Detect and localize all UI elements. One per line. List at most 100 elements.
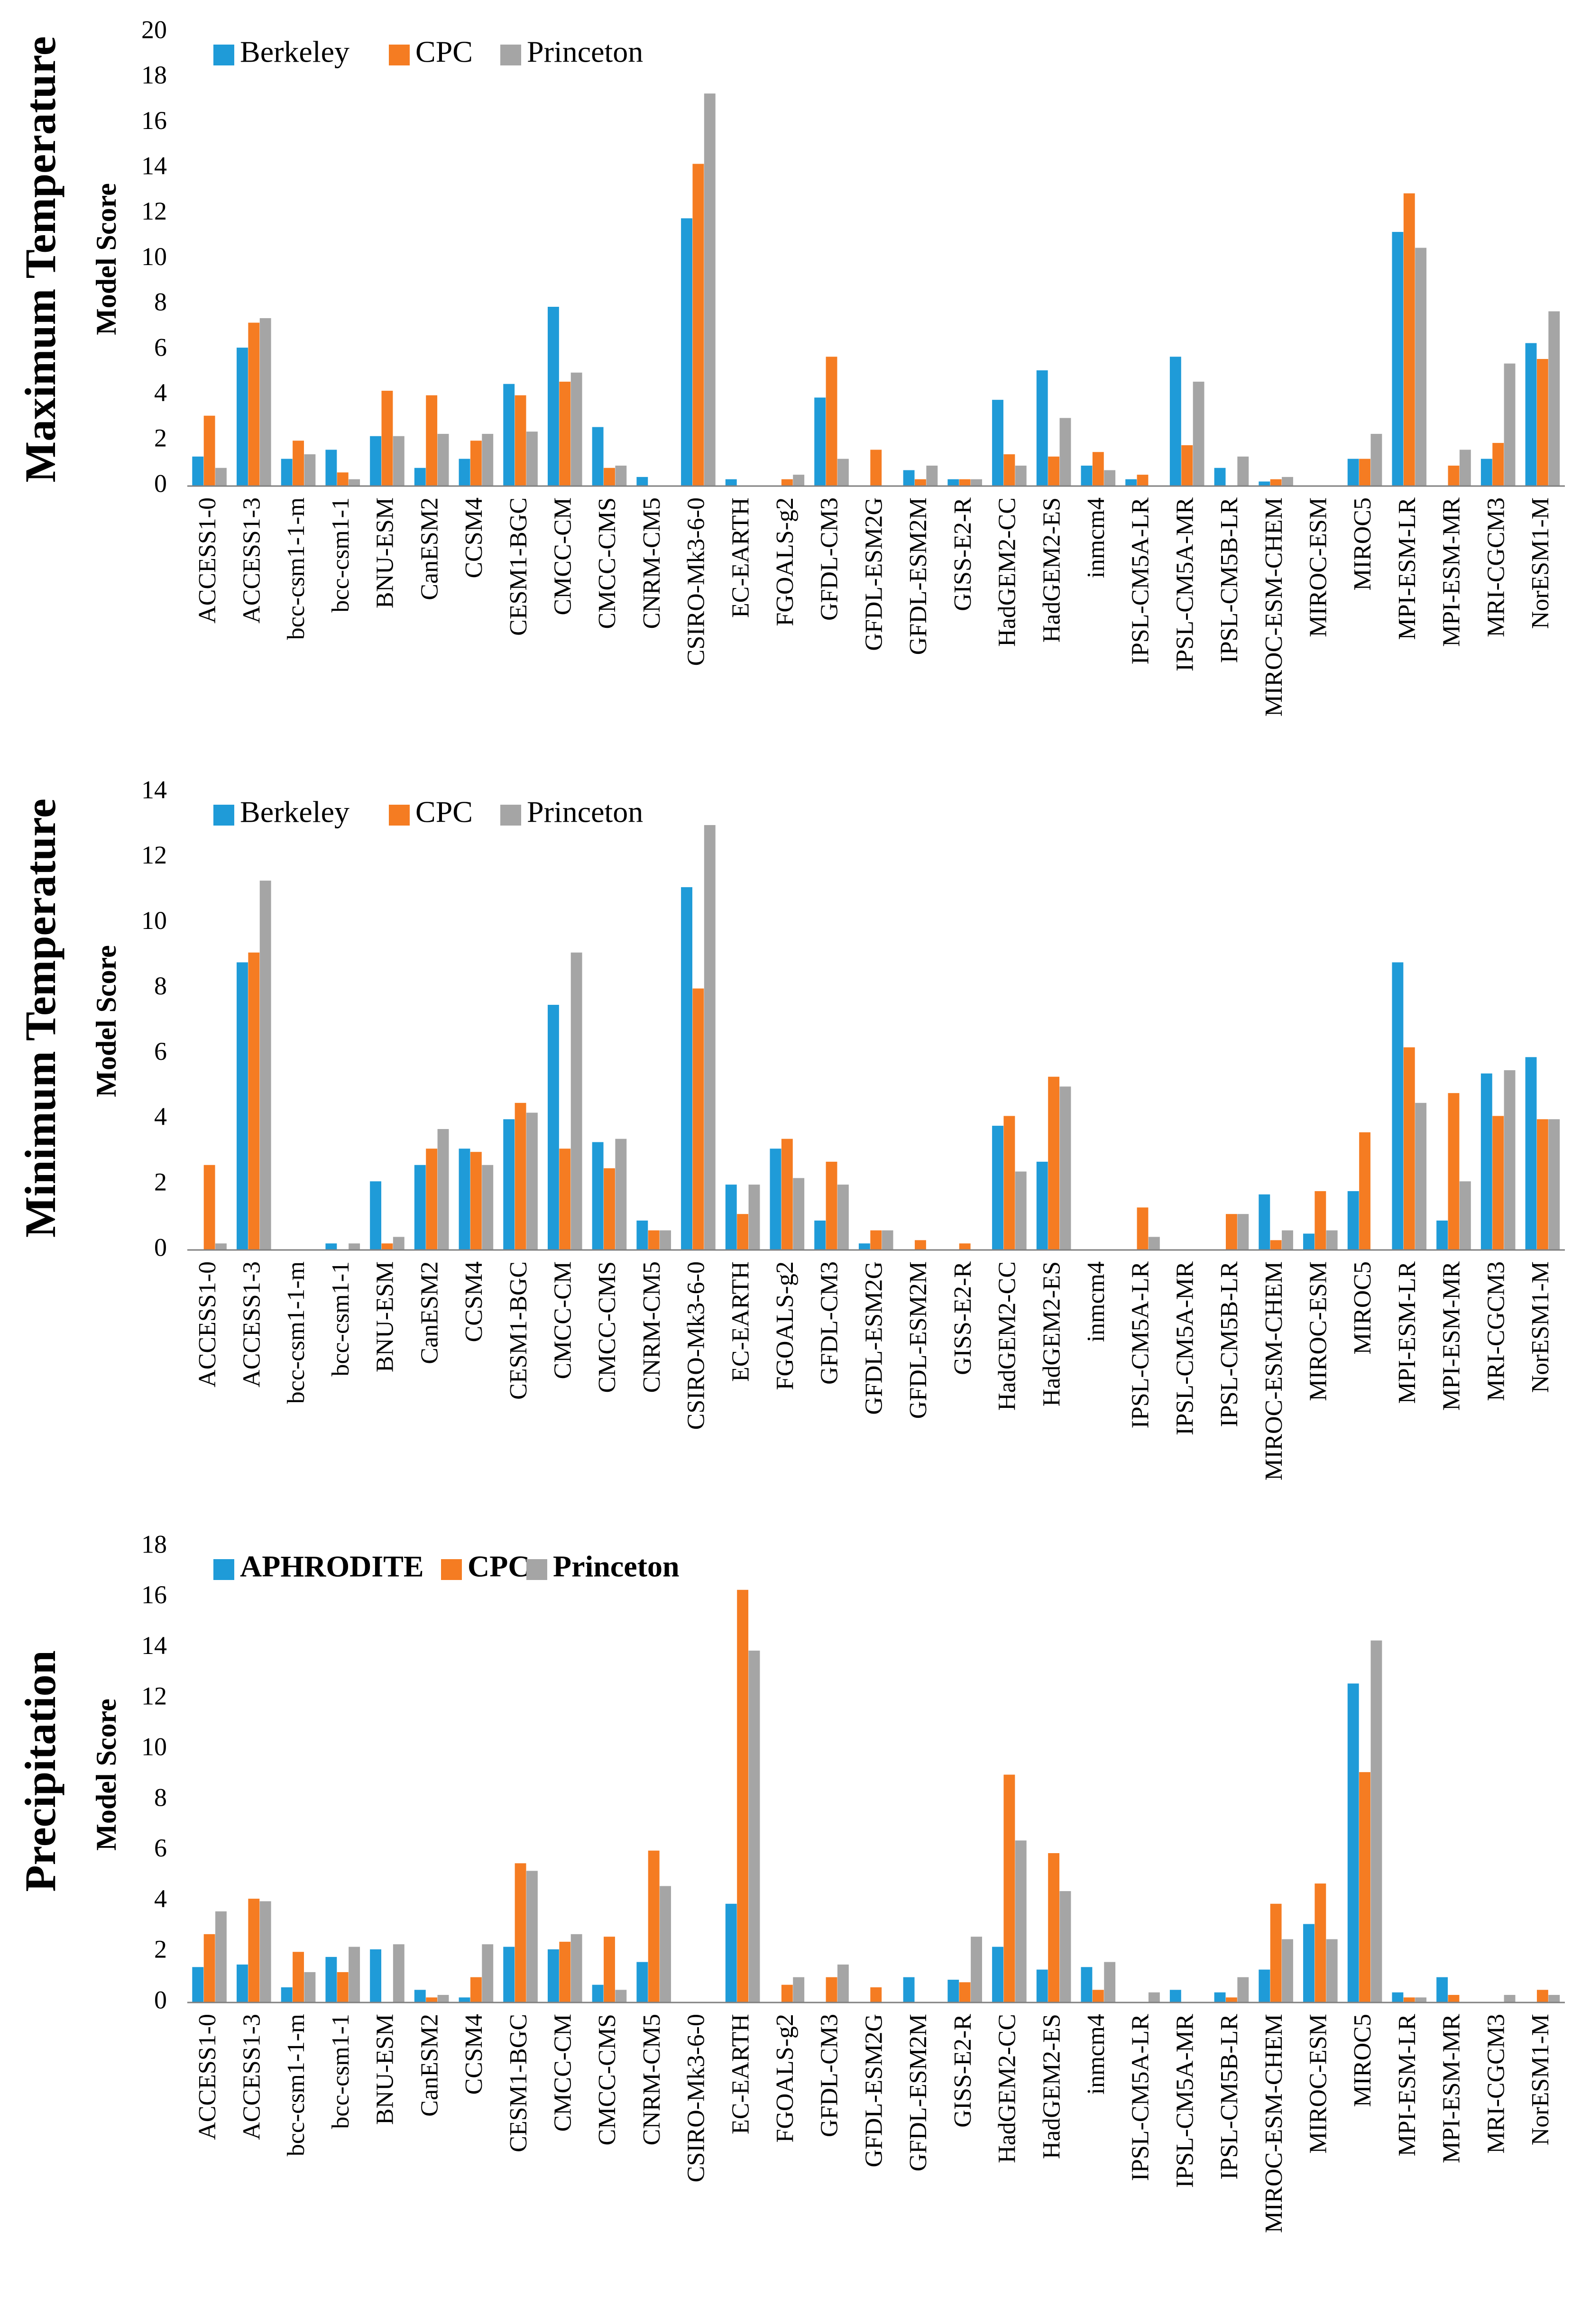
bar-cpc-fgoals-g2	[781, 479, 793, 486]
bar-berkeley-giss-e2-r	[947, 479, 959, 486]
y-tick-label: 4	[154, 378, 167, 407]
x-tick-label: GFDL-ESM2M	[905, 2014, 932, 2171]
x-tick-label: GFDL-CM3	[816, 2014, 843, 2137]
legend-label-princeton: Princeton	[527, 35, 643, 69]
legend-swatch-princeton	[500, 805, 521, 826]
bar-berkeley-hadgem2-cc	[992, 400, 1003, 486]
x-tick-label: CESM1-BGC	[505, 497, 532, 636]
bar-cpc-cmcc-cm	[559, 1941, 571, 2002]
bar-cpc-gfdl-esm2m	[915, 479, 926, 486]
x-tick-label: CSIRO-Mk3-6-0	[683, 497, 710, 666]
bar-berkeley-hadgem2-cc	[992, 1126, 1003, 1250]
x-tick-label: CMCC-CM	[549, 2014, 576, 2132]
y-tick-label: 14	[141, 1631, 167, 1660]
bar-aphrodite-ipsl-cm5b-lr	[1214, 1992, 1226, 2002]
bar-princeton-cmcc-cm	[570, 952, 582, 1250]
x-tick-label: IPSL-CM5A-LR	[1127, 497, 1154, 665]
bar-princeton-gfdl-esm2m	[926, 465, 938, 486]
bar-princeton-ipsl-cm5a-lr	[1148, 1237, 1160, 1250]
x-tick-label: CMCC-CM	[549, 1261, 576, 1379]
bar-berkeley-ccsm4	[459, 459, 470, 486]
bar-cpc-canesm2	[426, 1997, 438, 2002]
bar-berkeley-cmcc-cm	[547, 306, 559, 486]
y-tick-label: 12	[141, 197, 167, 225]
bar-cpc-cmcc-cms	[604, 1168, 615, 1250]
x-tick-label: IPSL-CM5B-LR	[1216, 497, 1243, 663]
bar-princeton-miroc-esm-chem	[1282, 1939, 1293, 2002]
bar-cpc-csiro-mk3-6-0	[692, 988, 704, 1250]
bar-princeton-mpi-esm-mr	[1459, 1181, 1471, 1250]
x-tick-label: IPSL-CM5A-MR	[1171, 497, 1198, 671]
bar-cpc-mri-cgcm3	[1492, 1116, 1504, 1250]
bar-cpc-miroc5	[1359, 1772, 1371, 2002]
bar-princeton-bcc-csm1-1	[349, 1243, 360, 1250]
x-tick-label: HadGEM2-ES	[1038, 1261, 1065, 1406]
bar-berkeley-miroc5	[1347, 459, 1359, 486]
bar-princeton-hadgem2-es	[1059, 418, 1071, 486]
bar-berkeley-canesm2	[414, 1165, 426, 1250]
y-tick-label: 20	[141, 15, 167, 44]
bar-cpc-noresm1-m	[1536, 1119, 1548, 1250]
x-tick-label: CNRM-CM5	[638, 1261, 665, 1393]
bar-berkeley-ipsl-cm5b-lr	[1214, 468, 1226, 486]
bar-princeton-access1-3	[259, 881, 271, 1250]
bar-princeton-access1-3	[259, 318, 271, 486]
bar-princeton-miroc-esm	[1326, 1939, 1338, 2002]
bar-princeton-mpi-esm-lr	[1415, 1997, 1427, 2002]
x-tick-label: bcc-csm1-1-m	[283, 497, 310, 640]
bar-cpc-cmcc-cms	[604, 468, 615, 486]
y-tick-label: 8	[154, 972, 167, 1000]
bar-cpc-ccsm4	[470, 1152, 482, 1250]
precipitation-chart: Precipitation Model Score 0 2 4 6 8 10 12 14 16 18 A…	[16, 1530, 1565, 2233]
bar-princeton-bcc-csm1-1	[349, 479, 360, 486]
bar-cpc-giss-e2-r	[959, 1243, 971, 1250]
bar-cpc-mpi-esm-lr	[1403, 1047, 1415, 1250]
x-tick-label: HadGEM2-CC	[994, 2014, 1021, 2163]
bar-princeton-noresm1-m	[1548, 1994, 1560, 2002]
bar-princeton-ec-earth	[748, 1185, 760, 1250]
bar-berkeley-mpi-esm-lr	[1392, 962, 1404, 1250]
y-tick-label: 10	[141, 906, 167, 935]
x-tick-label: CCSM4	[460, 1261, 487, 1342]
bar-princeton-fgoals-g2	[793, 475, 805, 486]
x-tick-label: MIROC5	[1349, 497, 1376, 590]
legend-label-berkeley: Berkeley	[240, 35, 349, 69]
bar-berkeley-ccsm4	[459, 1148, 470, 1250]
bar-berkeley-cmcc-cms	[592, 1142, 604, 1250]
x-tick-label: ACCESS1-3	[239, 2014, 266, 2140]
bar-berkeley-bcc-csm1-1	[325, 1243, 337, 1250]
bar-cpc-gfdl-esm2g	[870, 450, 882, 486]
bar-princeton-mpi-esm-mr	[1459, 450, 1471, 486]
x-tick-label: GFDL-ESM2G	[860, 497, 887, 651]
bar-princeton-gfdl-cm3	[837, 459, 849, 486]
bar-berkeley-cesm1-bgc	[503, 384, 515, 486]
bar-aphrodite-bnu-esm	[370, 1949, 382, 2002]
legend-label-aphrodite: APHRODITE	[240, 1550, 424, 1583]
bar-berkeley-csiro-mk3-6-0	[681, 887, 692, 1250]
x-tick-label: MIROC5	[1349, 2014, 1376, 2107]
bar-cpc-ccsm4	[470, 1977, 482, 2002]
bar-princeton-mpi-esm-lr	[1415, 1102, 1427, 1250]
x-tick-label: MPI-ESM-LR	[1394, 1261, 1421, 1404]
bar-cpc-cmcc-cm	[559, 381, 571, 486]
x-tick-label: EC-EARTH	[727, 1261, 754, 1382]
y-tick-label: 12	[141, 841, 167, 869]
x-tick-label: ACCESS1-0	[194, 1261, 221, 1387]
bar-princeton-csiro-mk3-6-0	[704, 825, 716, 1250]
maximum-temperature-chart: Maximum Temperature Model Score 0 2 4 6 8 10 12 1…	[16, 15, 1565, 716]
y-tick-label: 0	[154, 469, 167, 497]
y-tick-label: 14	[141, 775, 167, 804]
bar-cpc-access1-3	[248, 952, 260, 1250]
bar-berkeley-mri-cgcm3	[1480, 459, 1492, 486]
bar-princeton-ipsl-cm5a-mr	[1193, 381, 1204, 486]
x-tick-label: CESM1-BGC	[505, 2014, 532, 2152]
bar-princeton-hadgem2-es	[1059, 1891, 1071, 2002]
x-tick-label: MIROC-ESM-CHEM	[1260, 2014, 1287, 2233]
panel-label: Precipitation	[16, 1650, 64, 1892]
x-tick-label: IPSL-CM5A-LR	[1127, 2014, 1154, 2181]
y-tick-label: 8	[154, 288, 167, 316]
bar-princeton-noresm1-m	[1548, 1119, 1560, 1250]
bar-cpc-mpi-esm-lr	[1403, 1997, 1415, 2002]
bar-cpc-noresm1-m	[1536, 359, 1548, 486]
bar-berkeley-gfdl-esm2m	[903, 470, 915, 486]
